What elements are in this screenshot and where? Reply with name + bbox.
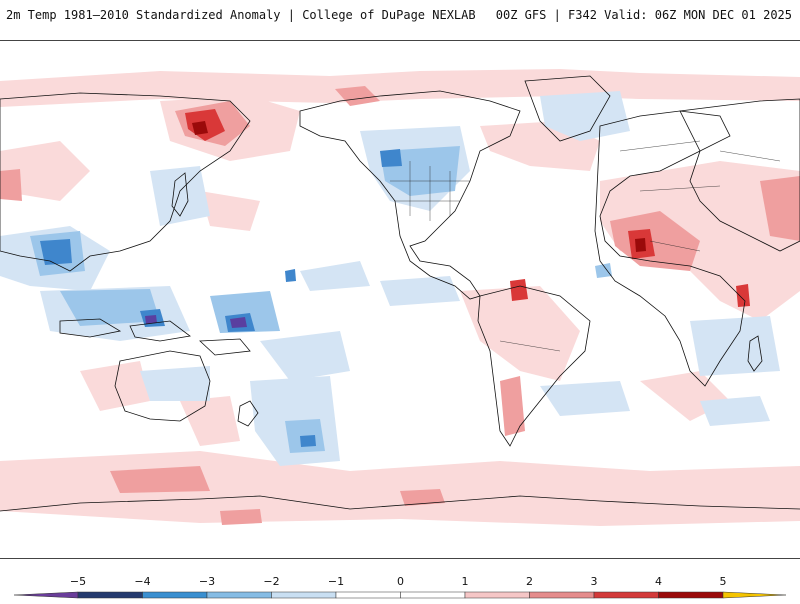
colorbar-segment — [529, 591, 595, 599]
colorbar-tick-label: 2 — [526, 575, 533, 588]
political-borders — [390, 140, 781, 352]
colorbar-segment — [400, 591, 466, 599]
colorbar-segment — [593, 591, 659, 599]
colorbar-segment — [206, 591, 272, 599]
colorbar-tick-label: 3 — [590, 575, 598, 588]
colorbar-segment — [464, 591, 530, 599]
colorbar-tick-label: −2 — [263, 575, 280, 588]
colorbar-segment — [658, 591, 724, 599]
colorbar-segment — [77, 591, 143, 599]
colorbar-tick-label: −4 — [134, 575, 151, 588]
colorbar-segment — [271, 591, 337, 599]
colorbar-tick-label: −3 — [198, 575, 216, 588]
colorbar-tick-label: 4 — [655, 575, 662, 588]
colorbar-tick-label: 5 — [719, 575, 727, 588]
colorbar-min-arrow — [13, 591, 79, 599]
colorbar-max-arrow — [722, 591, 787, 599]
cold-anomaly-extreme — [145, 315, 247, 328]
colorbar-tick-label: 0 — [397, 575, 404, 588]
colorbar-tick-label: 1 — [461, 575, 469, 588]
coastlines — [0, 75, 800, 512]
anomaly-map — [0, 40, 800, 559]
header: 2m Temp 1981–2010 Standardized Anomaly |… — [0, 0, 800, 40]
map-title: 2m Temp 1981–2010 Standardized Anomaly |… — [6, 8, 476, 22]
colorbar-svg — [13, 591, 787, 599]
cold-anomaly-light — [0, 91, 780, 466]
colorbar — [0, 570, 800, 600]
model-run-info: 00Z GFS | F342 Valid: 06Z MON DEC 01 202… — [495, 8, 792, 22]
colorbar-tick-label: −5 — [69, 575, 87, 588]
colorbar-segment — [142, 591, 208, 599]
warm-anomaly-extreme — [192, 121, 646, 252]
colorbar-segment — [335, 591, 401, 599]
colorbar-tick-label: −1 — [327, 575, 345, 588]
world-map-svg — [0, 69, 800, 526]
